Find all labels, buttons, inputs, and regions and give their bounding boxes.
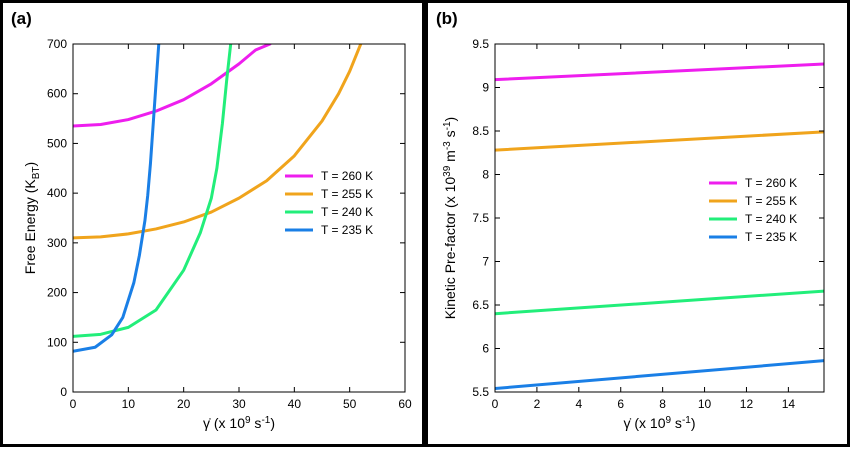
- chart-b-x-tick-label: 6: [617, 397, 624, 411]
- chart-a-y-axis-title: Free Energy (KBT): [22, 162, 42, 274]
- chart-b-x-tick-label: 10: [698, 397, 712, 411]
- chart-b-line-t-235-k: [495, 359, 824, 391]
- chart-a-y-tick-label: 0: [60, 385, 67, 399]
- chart-a-y-tick-label: 100: [47, 335, 67, 349]
- chart-a-y-tick-label: 500: [47, 136, 67, 150]
- panel-a: (a) 0 10 20 30 40 50 60 0 100 200 300 400 500 600 700 γ…: [0, 0, 425, 447]
- chart-a-y-tick-label: 200: [47, 286, 67, 300]
- chart-a-legend-label: T = 240 K: [321, 205, 373, 219]
- chart-b-y-tick-label: 6: [482, 342, 489, 356]
- chart-b-line-t-255-k: [495, 130, 824, 152]
- chart-a-x-tick-label: 20: [177, 397, 191, 411]
- chart-b-series-group: [495, 62, 824, 391]
- chart-a-series-group: [73, 44, 363, 353]
- chart-b-x-tick-label: 14: [782, 397, 796, 411]
- chart-a-line-t-235-k: [73, 44, 161, 353]
- chart-b-y-tick-label: 8.5: [472, 124, 489, 138]
- chart-b-x-tick-label: 2: [534, 397, 541, 411]
- chart-b-legend-label: T = 235 K: [745, 230, 797, 244]
- chart-a-legend-label: T = 235 K: [321, 223, 373, 237]
- chart-b-y-tick-label: 8: [482, 168, 489, 182]
- chart-b-y-tick-label: 7: [482, 255, 489, 269]
- chart-b-line-t-260-k: [495, 62, 824, 82]
- chart-a-line-t-240-k: [73, 44, 233, 338]
- chart-a-x-tick-label: 10: [122, 397, 136, 411]
- chart-b-x-tick-label: 12: [740, 397, 754, 411]
- chart-b-y-tick-label: 9: [482, 81, 489, 95]
- chart-b-x-tick-label: 8: [659, 397, 666, 411]
- panel-b-label: (b): [436, 9, 458, 28]
- chart-b-y-tick-label: 9.5: [472, 37, 489, 51]
- chart-a-y-tick-label: 400: [47, 186, 67, 200]
- chart-a-y-tick-label: 300: [47, 236, 67, 250]
- panel-b: (b) 0 2 4 6 8 10 12 14 5.5 6 6.5 7 7.5 8 8.5 9 9.5 γ̇ (x …: [425, 0, 850, 447]
- chart-a-line-t-260-k: [73, 44, 272, 128]
- chart-b-y-tick-label: 6.5: [472, 298, 489, 312]
- chart-b-legend-label: T = 240 K: [745, 212, 797, 226]
- chart-a-legend-label: T = 260 K: [321, 169, 373, 183]
- chart-a-x-tick-label: 50: [343, 397, 357, 411]
- chart-a-legend-label: T = 255 K: [321, 187, 373, 201]
- panel-a-label: (a): [11, 9, 32, 28]
- chart-b-y-axis-title: Kinetic Pre-factor (x 1039 m-3 s-1): [442, 117, 458, 319]
- chart-b-line-t-240-k: [495, 289, 824, 316]
- chart-a-x-tick-label: 30: [232, 397, 246, 411]
- chart-b-legend-label: T = 260 K: [745, 176, 797, 190]
- chart-a-y-tick-label: 600: [47, 87, 67, 101]
- chart-a-x-axis-title: γ̇ (x 109 s-1): [203, 415, 275, 431]
- chart-a-y-tick-label: 700: [47, 37, 67, 51]
- chart-a-x-tick-label: 0: [70, 397, 77, 411]
- chart-b-legend-label: T = 255 K: [745, 194, 797, 208]
- chart-b-x-axis-title: γ̇ (x 109 s-1): [623, 415, 695, 431]
- chart-a-x-tick-label: 60: [398, 397, 412, 411]
- chart-b-x-tick-label: 4: [575, 397, 582, 411]
- chart-b-legend: T = 260 K T = 255 K T = 240 K T = 235 K: [709, 176, 797, 244]
- kinetic-prefactor-chart: 0 2 4 6 8 10 12 14 5.5 6 6.5 7 7.5 8 8.5 9 9.5 γ̇ (x 109 …: [442, 37, 825, 431]
- chart-b-x-tick-label: 0: [492, 397, 499, 411]
- chart-b-y-tick-label: 7.5: [472, 211, 489, 225]
- chart-a-legend: T = 260 K T = 255 K T = 240 K T = 235 K: [285, 169, 373, 237]
- chart-a-x-tick-label: 40: [288, 397, 302, 411]
- chart-a-line-t-255-k: [73, 44, 363, 240]
- chart-b-y-tick-label: 5.5: [472, 385, 489, 399]
